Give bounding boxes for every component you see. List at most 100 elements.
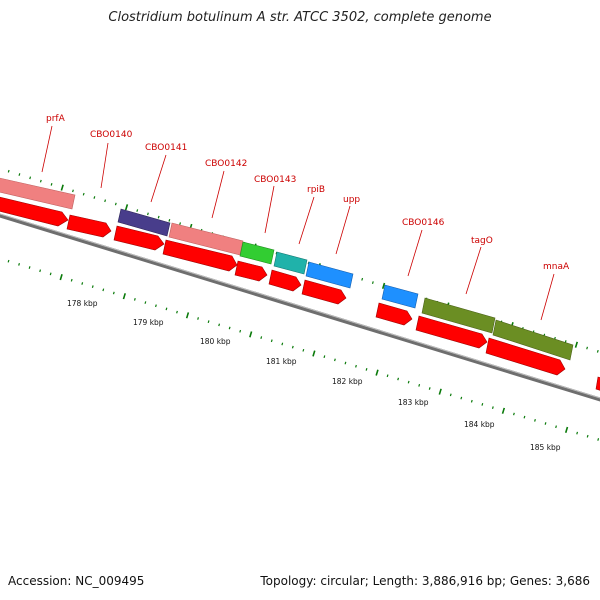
feature-CBO0146[interactable] [381, 284, 419, 309]
cds-arrow[interactable] [234, 260, 268, 282]
gene-label-CBO0146: CBO0146 [402, 218, 445, 228]
lower-tick [501, 407, 506, 414]
cds-arrow[interactable] [485, 337, 566, 376]
cds-arrow[interactable] [415, 315, 488, 349]
upper-tick [361, 277, 364, 281]
lower-tick [18, 262, 20, 266]
kbp-labels: 178 kbp 179 kbp 180 kbp 181 kbp 182 kbp … [67, 299, 561, 452]
lower-tick [334, 358, 336, 362]
lower-tick [165, 307, 168, 311]
lower-tick [185, 312, 190, 319]
upper-tick [82, 192, 85, 196]
lower-tick [112, 291, 115, 295]
lower-tick [218, 323, 221, 327]
upper-tick [29, 176, 32, 180]
lower-tick [133, 298, 136, 301]
upper-tick [114, 202, 117, 206]
leader-CBO0140 [100, 142, 109, 189]
lower-tick [470, 399, 473, 403]
feature-CBO0141[interactable] [117, 208, 171, 237]
lower-tick [586, 434, 589, 438]
upper-tick [596, 349, 599, 353]
lower-tick [407, 380, 410, 384]
lower-tick [312, 350, 316, 357]
kbp-label: 184 kbp [464, 420, 495, 429]
upper-tick [124, 204, 129, 211]
lower-tick [228, 326, 231, 330]
lower-tick [365, 368, 368, 371]
lower-tick [375, 369, 379, 376]
lower-tick [91, 285, 94, 289]
upper-tick [136, 209, 139, 212]
lower-tick [81, 282, 84, 285]
leader-CBO0143 [264, 185, 275, 234]
gene-label-CBO0142: CBO0142 [205, 159, 247, 169]
lower-tick [523, 415, 526, 419]
lower-tick [102, 288, 105, 292]
lower-tick [49, 272, 52, 276]
gene-label-CBO0143: CBO0143 [254, 175, 296, 185]
lower-tick [197, 317, 199, 320]
cds-arrow[interactable] [595, 376, 600, 392]
lower-tick [239, 329, 242, 333]
feature-rpiB[interactable] [273, 251, 308, 275]
feature-upp[interactable] [305, 261, 354, 289]
leader-CBO0146 [407, 229, 423, 277]
kbp-label: 183 kbp [398, 398, 429, 407]
feature-prfA[interactable] [0, 177, 76, 210]
upper-tick [93, 196, 96, 199]
feature-CBO0143[interactable] [239, 241, 275, 265]
upper-tick [179, 222, 182, 226]
kbp-label: 182 kbp [332, 377, 363, 386]
gene-label-CBO0140: CBO0140 [90, 130, 133, 140]
cds-arrow[interactable] [113, 225, 165, 251]
topology-text: Topology: circular; Length: 3,886,916 bp… [260, 574, 590, 588]
lower-tick [449, 393, 452, 397]
lower-tick [438, 388, 442, 395]
cds-arrow[interactable] [0, 196, 69, 227]
lower-tick [564, 426, 569, 434]
gene-label-prfA: prfA [46, 114, 66, 124]
kbp-label: 179 kbp [133, 318, 164, 327]
leader-mnaA [540, 273, 555, 321]
upper-tick [574, 341, 579, 348]
lower-tick [39, 269, 42, 273]
lower-tick [155, 304, 157, 308]
cds-arrow[interactable] [66, 214, 112, 238]
lower-tick [28, 266, 31, 269]
lower-tick [122, 293, 126, 300]
upper-tick [157, 215, 160, 219]
lower-tick [397, 377, 400, 381]
lower-tick [144, 301, 147, 304]
lower-tick [597, 438, 600, 441]
lower-tick [59, 273, 63, 281]
lower-tick [481, 403, 484, 406]
feature-mnaA[interactable] [492, 319, 574, 361]
upper-tick [147, 212, 149, 216]
kbp-label: 181 kbp [266, 357, 297, 366]
genome-backbone [0, 213, 600, 402]
leader-upp [335, 205, 351, 255]
lower-tick [270, 339, 273, 343]
cds-arrows [0, 196, 600, 392]
accession-text: Accession: NC_009495 [8, 574, 145, 588]
gene-label-leaders [41, 125, 555, 321]
upper-tick [7, 169, 10, 173]
lower-tick [291, 345, 294, 349]
cds-arrow[interactable] [268, 269, 302, 292]
upper-tick [586, 346, 589, 350]
feature-tagO[interactable] [421, 297, 496, 334]
feature-boxes [0, 177, 574, 361]
upper-tick [104, 199, 107, 203]
cds-arrow[interactable] [375, 302, 413, 326]
cds-arrow[interactable] [162, 239, 238, 272]
upper-tick [50, 182, 53, 186]
cds-arrow[interactable] [301, 279, 347, 305]
leader-CBO0141 [150, 154, 167, 203]
lower-tick [555, 425, 557, 429]
lower-tick [281, 342, 284, 346]
lower-tick [460, 396, 463, 400]
gene-label-upp: upp [343, 195, 360, 205]
lower-tick [260, 336, 263, 339]
